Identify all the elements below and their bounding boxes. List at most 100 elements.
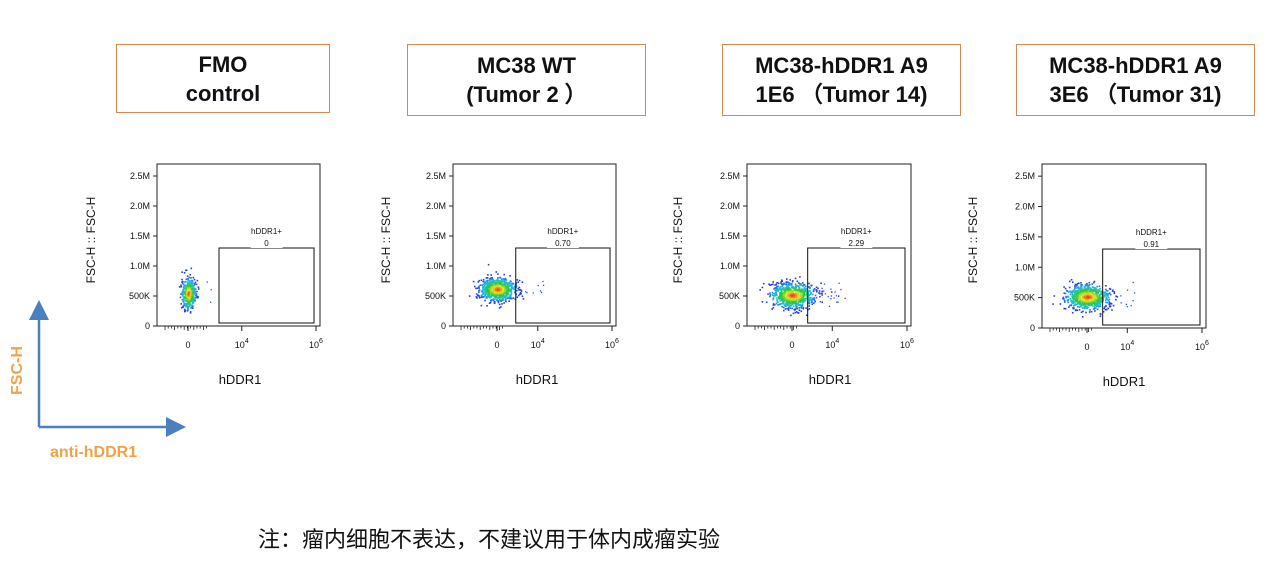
event-dot [495,294,498,296]
event-dot [1072,294,1074,297]
event-dot [1076,299,1079,302]
event-dot [806,314,808,317]
event-dot [1062,297,1064,300]
event-dot [1076,297,1079,299]
event-dot [788,298,790,300]
event-dot [504,291,507,294]
event-dot [484,283,486,286]
event-dot [191,296,193,298]
y-tick-label: 2.0M [1015,202,1035,212]
event-dot [187,279,190,281]
event-dot [1104,291,1107,293]
event-dot [777,301,779,303]
panel-title-1: FMO control [116,44,330,113]
event-dot [484,299,486,302]
event-dot [816,291,818,293]
event-dot [1082,303,1085,306]
event-dot [496,287,499,289]
event-dot [187,307,190,309]
event-dot [814,300,816,303]
event-dot [1111,309,1113,311]
event-dot [497,292,500,294]
event-dot [1107,299,1110,302]
event-dot [181,282,184,285]
event-dot [801,305,803,307]
event-dot [497,285,499,288]
event-dot [1083,290,1086,293]
event-dot [761,301,764,303]
event-dot [804,287,807,290]
event-dot [1099,302,1101,304]
panel-title-line: control [185,80,261,106]
event-dot [489,290,492,293]
event-dot [783,300,785,302]
event-dot [1077,289,1079,292]
event-dot [833,297,835,299]
event-dot [801,296,804,299]
event-dot [185,284,188,287]
event-dot [1089,297,1092,299]
event-dot [759,289,761,291]
event-dot [1081,293,1084,295]
event-dot [1096,285,1098,288]
y-tick-label: 2.5M [720,171,740,181]
event-dot [780,283,783,285]
y-axis-label: FSC-H :: FSC-H [966,197,980,284]
event-dot [799,276,801,278]
event-dot [811,303,813,305]
event-dot [1090,287,1092,290]
event-dot [186,295,189,298]
event-dot [1095,303,1097,306]
event-dot [800,307,803,309]
event-dot [1093,303,1096,306]
y-tick-label: 1.5M [1015,232,1035,242]
event-dot [487,291,490,294]
event-dot [787,296,790,298]
event-dot [799,304,801,306]
event-dot [1092,290,1094,293]
gate-label: hDDR1+ [251,227,282,236]
event-dot [806,292,808,294]
event-dot [1083,292,1085,295]
event-dot [784,283,787,286]
event-dot [793,295,795,298]
event-dot [189,293,192,295]
event-dot [497,301,500,304]
event-dot [1090,295,1093,298]
event-dot [794,308,797,310]
event-dot [190,307,192,309]
event-dot [777,285,779,288]
event-dot [821,294,823,296]
event-dot [793,299,796,302]
event-dot [785,303,788,306]
event-dot [489,287,492,289]
event-dot [1087,295,1089,297]
event-dot [1091,291,1094,294]
event-dot [1074,283,1077,286]
event-dot [1076,295,1079,298]
event-dot [1092,295,1094,297]
event-dot [488,284,490,286]
event-dot [1087,288,1090,290]
event-dot [795,300,798,303]
event-dot [788,286,790,289]
event-dot [796,280,799,283]
event-dot [797,291,800,293]
event-dot [1109,293,1112,296]
event-dot [494,284,497,287]
event-dot [828,305,831,307]
event-dot [1091,298,1094,300]
event-dot [1108,301,1110,303]
event-dot [803,295,806,297]
event-dot [184,281,186,283]
event-dot [1081,290,1083,292]
event-dot [521,281,524,283]
event-dot [500,281,503,283]
event-dot [1089,309,1091,311]
event-dot [190,290,192,292]
event-dot [481,290,483,292]
event-dot [780,293,783,296]
event-dot [769,284,771,286]
event-dot [190,297,192,300]
event-dot [495,279,498,282]
